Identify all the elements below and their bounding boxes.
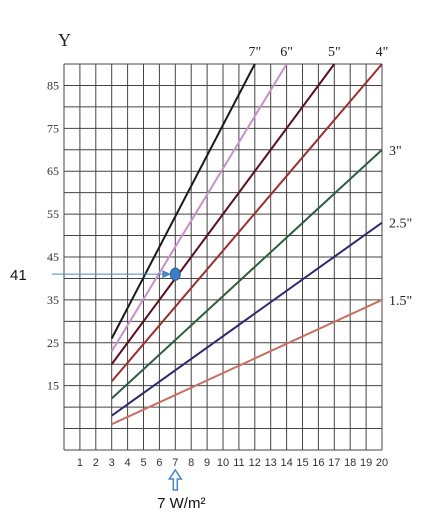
x-tick-label: 18 xyxy=(344,457,356,469)
series-label: 5" xyxy=(328,45,341,60)
x-tick-label: 5 xyxy=(140,457,146,469)
y-tick-label: 85 xyxy=(47,78,59,92)
y-axis-title: Y xyxy=(58,30,71,50)
x-tick-label: 9 xyxy=(204,457,210,469)
series-label: 6" xyxy=(280,45,293,60)
arrow-head-horizontal xyxy=(162,270,172,279)
y-tick-label: 45 xyxy=(47,250,59,264)
series-line xyxy=(110,63,288,352)
x-tick-label: 15 xyxy=(296,457,308,469)
y-tick-label: 75 xyxy=(47,121,59,135)
x-tick-label: 2 xyxy=(93,457,99,469)
series-line xyxy=(110,63,336,365)
x-tick-label: 10 xyxy=(217,457,229,469)
annotations: 417 W/m² xyxy=(10,267,205,512)
x-tick-label: 19 xyxy=(360,457,372,469)
x-tick-label: 13 xyxy=(265,457,277,469)
x-tick-label: 1 xyxy=(77,457,83,469)
series-line xyxy=(111,149,383,400)
x-tick-label: 14 xyxy=(280,457,292,469)
x-tick-label: 7 xyxy=(172,457,178,469)
series-label: 4" xyxy=(376,45,389,60)
series-label: 1.5" xyxy=(389,294,412,309)
series-label: 2.5" xyxy=(389,217,412,232)
y-tick-label: 65 xyxy=(47,164,59,178)
x-tick-label: 11 xyxy=(233,457,244,469)
y-tick-label: 35 xyxy=(47,293,59,307)
x-tick-label: 8 xyxy=(188,457,194,469)
series-labels: 7" 6" 5" 4" 3" 2.5" 1.5" xyxy=(248,45,412,309)
x-tick-label: 3 xyxy=(109,457,115,469)
y-tick-label: 55 xyxy=(47,207,59,221)
series-line xyxy=(110,63,383,383)
arrow-up-icon xyxy=(167,468,183,491)
series-line xyxy=(111,298,383,426)
grid xyxy=(63,63,383,451)
series-label: 7" xyxy=(248,45,261,60)
series-lines xyxy=(110,63,383,426)
series-line xyxy=(111,221,383,417)
y-tick-label: 15 xyxy=(47,379,59,393)
highlight-point xyxy=(169,267,181,281)
x-tick-label: 12 xyxy=(249,457,261,469)
axis-ticks: 1 2 3 4 5 6 7 8 9 10 11 12 13 14 15 16 17 18 19 20152535455… xyxy=(47,78,388,469)
y-tick-label: 25 xyxy=(47,336,59,350)
x-tick-label: 4 xyxy=(125,457,131,469)
series-label: 3" xyxy=(389,144,402,159)
x-tick-label: 17 xyxy=(328,457,340,469)
x-tick-label: 6 xyxy=(156,457,162,469)
series-line xyxy=(110,63,256,339)
x-value-label: 7 W/m² xyxy=(157,495,205,512)
x-tick-label: 20 xyxy=(376,457,388,469)
y-value-label: 41 xyxy=(10,267,27,284)
x-tick-label: 16 xyxy=(312,457,324,469)
